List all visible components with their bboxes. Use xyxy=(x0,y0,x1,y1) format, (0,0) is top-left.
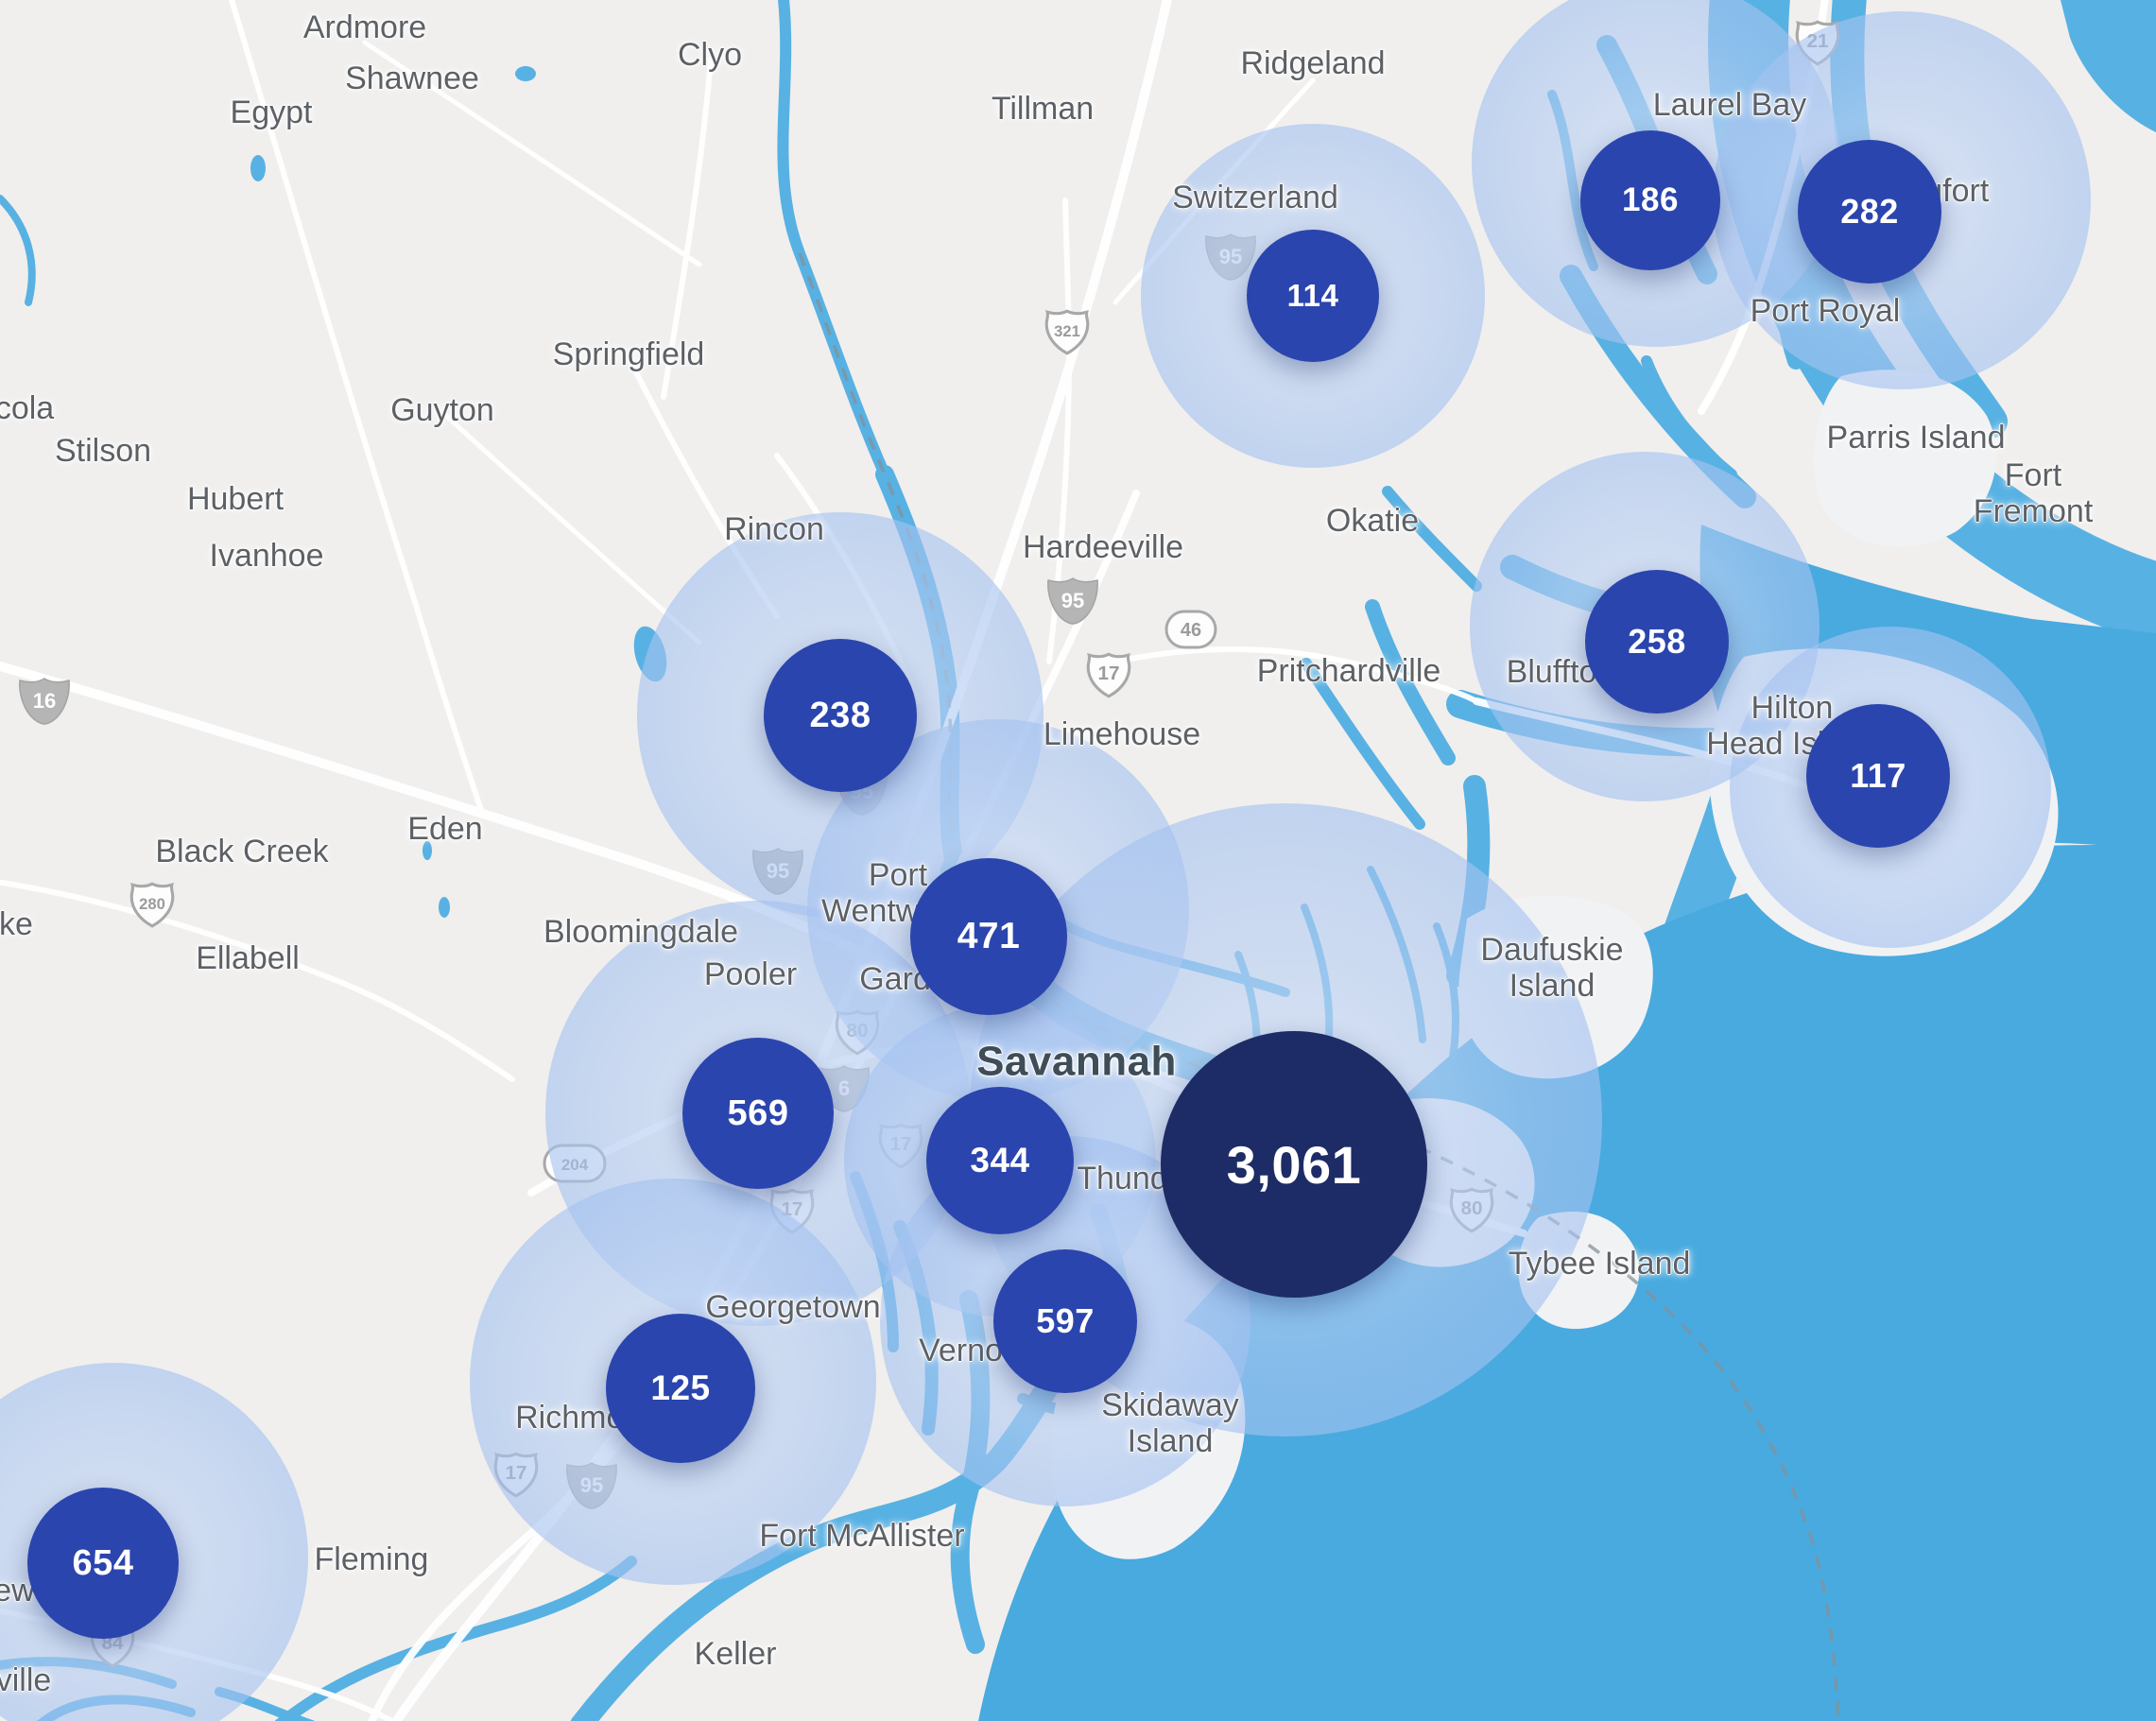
cluster-count: 3,061 xyxy=(1226,1134,1362,1195)
cluster-count: 114 xyxy=(1286,278,1339,313)
cluster-bubble[interactable]: 114 xyxy=(1247,230,1379,362)
svg-text:16: 16 xyxy=(33,689,56,713)
cluster-bubble[interactable]: 282 xyxy=(1798,140,1941,284)
cluster-count: 654 xyxy=(72,1542,134,1583)
cluster-count: 117 xyxy=(1850,756,1906,795)
cluster-bubble[interactable]: 3,061 xyxy=(1161,1031,1427,1298)
svg-text:17: 17 xyxy=(1097,663,1119,684)
cluster-count: 597 xyxy=(1036,1301,1095,1340)
svg-text:280: 280 xyxy=(139,895,165,913)
cluster-bubble[interactable]: 597 xyxy=(993,1249,1137,1393)
state-route-shield: 46 xyxy=(1164,608,1218,651)
svg-text:321: 321 xyxy=(1054,322,1080,340)
cluster-count: 238 xyxy=(809,695,871,735)
us-route-shield: 17 xyxy=(1082,649,1135,700)
cluster-count: 344 xyxy=(970,1141,1030,1179)
cluster-count: 186 xyxy=(1622,181,1679,218)
cluster-count: 282 xyxy=(1840,192,1899,231)
cluster-bubble[interactable]: 569 xyxy=(682,1038,834,1189)
cluster-count: 125 xyxy=(650,1368,711,1407)
cluster-bubble[interactable]: 186 xyxy=(1580,130,1720,270)
cluster-count: 258 xyxy=(1628,622,1686,661)
cluster-bubble[interactable]: 117 xyxy=(1806,704,1950,848)
cluster-count: 471 xyxy=(957,916,1021,956)
cluster-bubble[interactable]: 238 xyxy=(764,639,917,792)
interstate-route-shield: 95 xyxy=(1045,576,1100,627)
cluster-bubble[interactable]: 654 xyxy=(27,1488,179,1639)
cluster-bubble[interactable]: 471 xyxy=(910,858,1067,1015)
svg-text:95: 95 xyxy=(1061,589,1084,612)
us-route-shield: 321 xyxy=(1036,306,1098,357)
cluster-bubble[interactable]: 258 xyxy=(1585,570,1729,714)
cluster-bubble[interactable]: 344 xyxy=(926,1087,1074,1234)
svg-text:46: 46 xyxy=(1181,620,1201,641)
cluster-count: 569 xyxy=(727,1093,789,1133)
us-route-shield: 280 xyxy=(121,879,183,930)
interstate-route-shield: 16 xyxy=(17,676,72,727)
cluster-bubble[interactable]: 125 xyxy=(606,1314,755,1463)
